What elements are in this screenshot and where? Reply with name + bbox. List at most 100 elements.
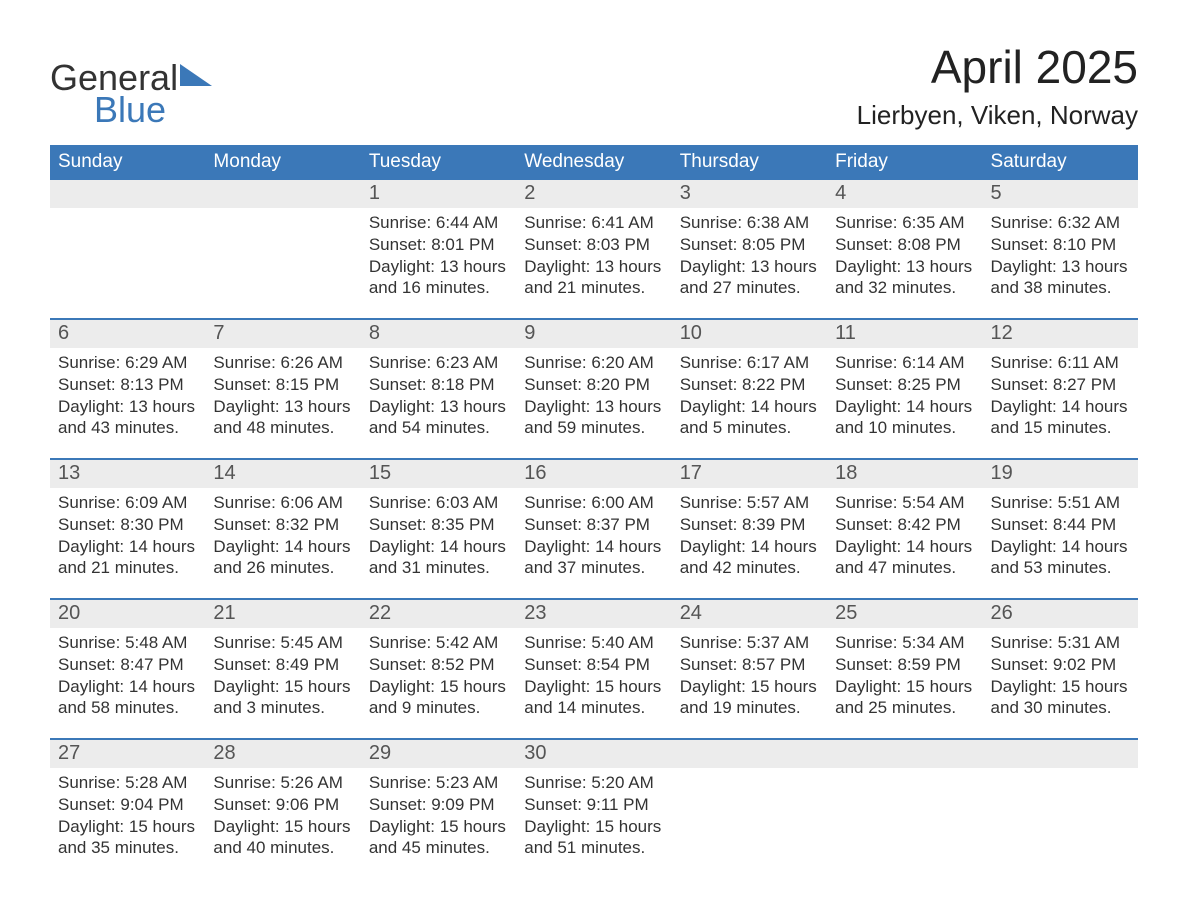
day-body: Sunrise: 5:34 AMSunset: 8:59 PMDaylight:… <box>827 628 982 725</box>
calendar-week: 6 Sunrise: 6:29 AMSunset: 8:13 PM Daylight… <box>50 318 1138 448</box>
day-number: 9 <box>516 320 671 348</box>
sunrise-line: Sunrise: 6:06 AM <box>213 492 352 514</box>
day-body: Sunrise: 6:03 AMSunset: 8:35 PMDaylight:… <box>361 488 516 585</box>
sunrise-line: Sunrise: 6:17 AM <box>680 352 819 374</box>
day-number: 17 <box>672 460 827 488</box>
day-body: Sunrise: 5:54 AMSunset: 8:42 PMDaylight:… <box>827 488 982 585</box>
day-number: 28 <box>205 740 360 768</box>
daylight-line: Daylight: 15 hours and 14 minutes. <box>524 676 663 720</box>
calendar-cell: 15Sunrise: 6:03 AMSunset: 8:35 PMDayligh… <box>361 460 516 588</box>
daylight-line: Daylight: 14 hours and 5 minutes. <box>680 396 819 440</box>
day-body: Sunrise: 6:11 AMSunset: 8:27 PMDaylight:… <box>983 348 1138 445</box>
sunset-line: Sunset: 8:10 PM <box>991 234 1130 256</box>
calendar-cell: 6Sunrise: 6:29 AMSunset: 8:13 PMDaylight… <box>50 320 205 448</box>
daylight-line: Daylight: 14 hours and 26 minutes. <box>213 536 352 580</box>
day-number <box>983 740 1138 768</box>
calendar-cell: 10Sunrise: 6:17 AMSunset: 8:22 PMDayligh… <box>672 320 827 448</box>
day-number: 12 <box>983 320 1138 348</box>
sunrise-line: Sunrise: 5:40 AM <box>524 632 663 654</box>
day-header: Sunday <box>50 145 205 180</box>
sunset-line: Sunset: 9:06 PM <box>213 794 352 816</box>
calendar-week: 13Sunrise: 6:09 AMSunset: 8:30 PMDayligh… <box>50 458 1138 588</box>
sunset-line: Sunset: 8:13 PM <box>58 374 197 396</box>
day-header: Saturday <box>983 145 1138 180</box>
day-number: 18 <box>827 460 982 488</box>
calendar-cell: 11Sunrise: 6:14 AMSunset: 8:25 PMDayligh… <box>827 320 982 448</box>
day-number: 20 <box>50 600 205 628</box>
sunset-line: Sunset: 8:01 PM <box>369 234 508 256</box>
sunrise-line: Sunrise: 6:11 AM <box>991 352 1130 374</box>
calendar-week: 27Sunrise: 5:28 AMSunset: 9:04 PMDayligh… <box>50 738 1138 868</box>
day-body: Sunrise: 5:20 AMSunset: 9:11 PMDaylight:… <box>516 768 671 865</box>
day-body: Sunrise: 6:35 AMSunset: 8:08 PMDaylight:… <box>827 208 982 305</box>
day-body <box>672 768 827 778</box>
day-body: Sunrise: 6:14 AMSunset: 8:25 PMDaylight:… <box>827 348 982 445</box>
sunset-line: Sunset: 8:30 PM <box>58 514 197 536</box>
day-number: 5 <box>983 180 1138 208</box>
calendar-cell: 29Sunrise: 5:23 AMSunset: 9:09 PMDayligh… <box>361 740 516 868</box>
daylight-line: Daylight: 14 hours and 47 minutes. <box>835 536 974 580</box>
sunset-line: Sunset: 8:37 PM <box>524 514 663 536</box>
day-number: 25 <box>827 600 982 628</box>
daylight-line: Daylight: 14 hours and 10 minutes. <box>835 396 974 440</box>
calendar-cell: 8Sunrise: 6:23 AMSunset: 8:18 PMDaylight… <box>361 320 516 448</box>
sunrise-line: Sunrise: 5:45 AM <box>213 632 352 654</box>
calendar-cell <box>827 740 982 868</box>
calendar-cell: 18Sunrise: 5:54 AMSunset: 8:42 PMDayligh… <box>827 460 982 588</box>
calendar-cell: 14Sunrise: 6:06 AMSunset: 8:32 PMDayligh… <box>205 460 360 588</box>
calendar-cell: 7Sunrise: 6:26 AMSunset: 8:15 PMDaylight… <box>205 320 360 448</box>
day-body <box>205 208 360 218</box>
day-number: 6 <box>50 320 205 348</box>
calendar-cell: 19Sunrise: 5:51 AMSunset: 8:44 PMDayligh… <box>983 460 1138 588</box>
calendar-cell: 4Sunrise: 6:35 AMSunset: 8:08 PMDaylight… <box>827 180 982 308</box>
sunrise-line: Sunrise: 6:29 AM <box>58 352 197 374</box>
daylight-line: Daylight: 14 hours and 31 minutes. <box>369 536 508 580</box>
daylight-line: Daylight: 15 hours and 25 minutes. <box>835 676 974 720</box>
day-number: 7 <box>205 320 360 348</box>
day-number: 10 <box>672 320 827 348</box>
daylight-line: Daylight: 15 hours and 45 minutes. <box>369 816 508 860</box>
day-body: Sunrise: 5:26 AMSunset: 9:06 PMDaylight:… <box>205 768 360 865</box>
sunrise-line: Sunrise: 5:37 AM <box>680 632 819 654</box>
calendar-cell <box>205 180 360 308</box>
daylight-line: Daylight: 15 hours and 51 minutes. <box>524 816 663 860</box>
calendar-cell: 1Sunrise: 6:44 AMSunset: 8:01 PMDaylight… <box>361 180 516 308</box>
sunrise-line: Sunrise: 5:20 AM <box>524 772 663 794</box>
daylight-line: Daylight: 13 hours and 32 minutes. <box>835 256 974 300</box>
title-block: April 2025 Lierbyen, Viken, Norway <box>857 40 1138 131</box>
day-body: Sunrise: 5:23 AMSunset: 9:09 PMDaylight:… <box>361 768 516 865</box>
calendar-cell: 13Sunrise: 6:09 AMSunset: 8:30 PMDayligh… <box>50 460 205 588</box>
day-body: Sunrise: 6:23 AMSunset: 8:18 PMDaylight:… <box>361 348 516 445</box>
sunrise-line: Sunrise: 6:38 AM <box>680 212 819 234</box>
day-header-row: SundayMondayTuesdayWednesdayThursdayFrid… <box>50 145 1138 180</box>
daylight-line: Daylight: 13 hours and 27 minutes. <box>680 256 819 300</box>
calendar-cell: 9Sunrise: 6:20 AMSunset: 8:20 PMDaylight… <box>516 320 671 448</box>
sunset-line: Sunset: 8:39 PM <box>680 514 819 536</box>
day-body: Sunrise: 6:09 AMSunset: 8:30 PMDaylight:… <box>50 488 205 585</box>
day-body <box>827 768 982 778</box>
sunset-line: Sunset: 8:22 PM <box>680 374 819 396</box>
sunrise-line: Sunrise: 6:00 AM <box>524 492 663 514</box>
daylight-line: Daylight: 14 hours and 42 minutes. <box>680 536 819 580</box>
location-subtitle: Lierbyen, Viken, Norway <box>857 100 1138 131</box>
sunrise-line: Sunrise: 5:28 AM <box>58 772 197 794</box>
sunrise-line: Sunrise: 5:26 AM <box>213 772 352 794</box>
daylight-line: Daylight: 15 hours and 3 minutes. <box>213 676 352 720</box>
day-number: 23 <box>516 600 671 628</box>
day-body <box>50 208 205 218</box>
sunset-line: Sunset: 8:49 PM <box>213 654 352 676</box>
day-number: 30 <box>516 740 671 768</box>
day-number: 1 <box>361 180 516 208</box>
day-header: Tuesday <box>361 145 516 180</box>
sunset-line: Sunset: 9:11 PM <box>524 794 663 816</box>
sunrise-line: Sunrise: 6:03 AM <box>369 492 508 514</box>
calendar-cell: 27Sunrise: 5:28 AMSunset: 9:04 PMDayligh… <box>50 740 205 868</box>
sunset-line: Sunset: 8:59 PM <box>835 654 974 676</box>
day-body: Sunrise: 6:17 AMSunset: 8:22 PMDaylight:… <box>672 348 827 445</box>
day-body: Sunrise: 6:06 AMSunset: 8:32 PMDaylight:… <box>205 488 360 585</box>
sunset-line: Sunset: 8:44 PM <box>991 514 1130 536</box>
calendar-cell <box>672 740 827 868</box>
day-number: 4 <box>827 180 982 208</box>
sunrise-line: Sunrise: 5:42 AM <box>369 632 508 654</box>
sunrise-line: Sunrise: 5:31 AM <box>991 632 1130 654</box>
